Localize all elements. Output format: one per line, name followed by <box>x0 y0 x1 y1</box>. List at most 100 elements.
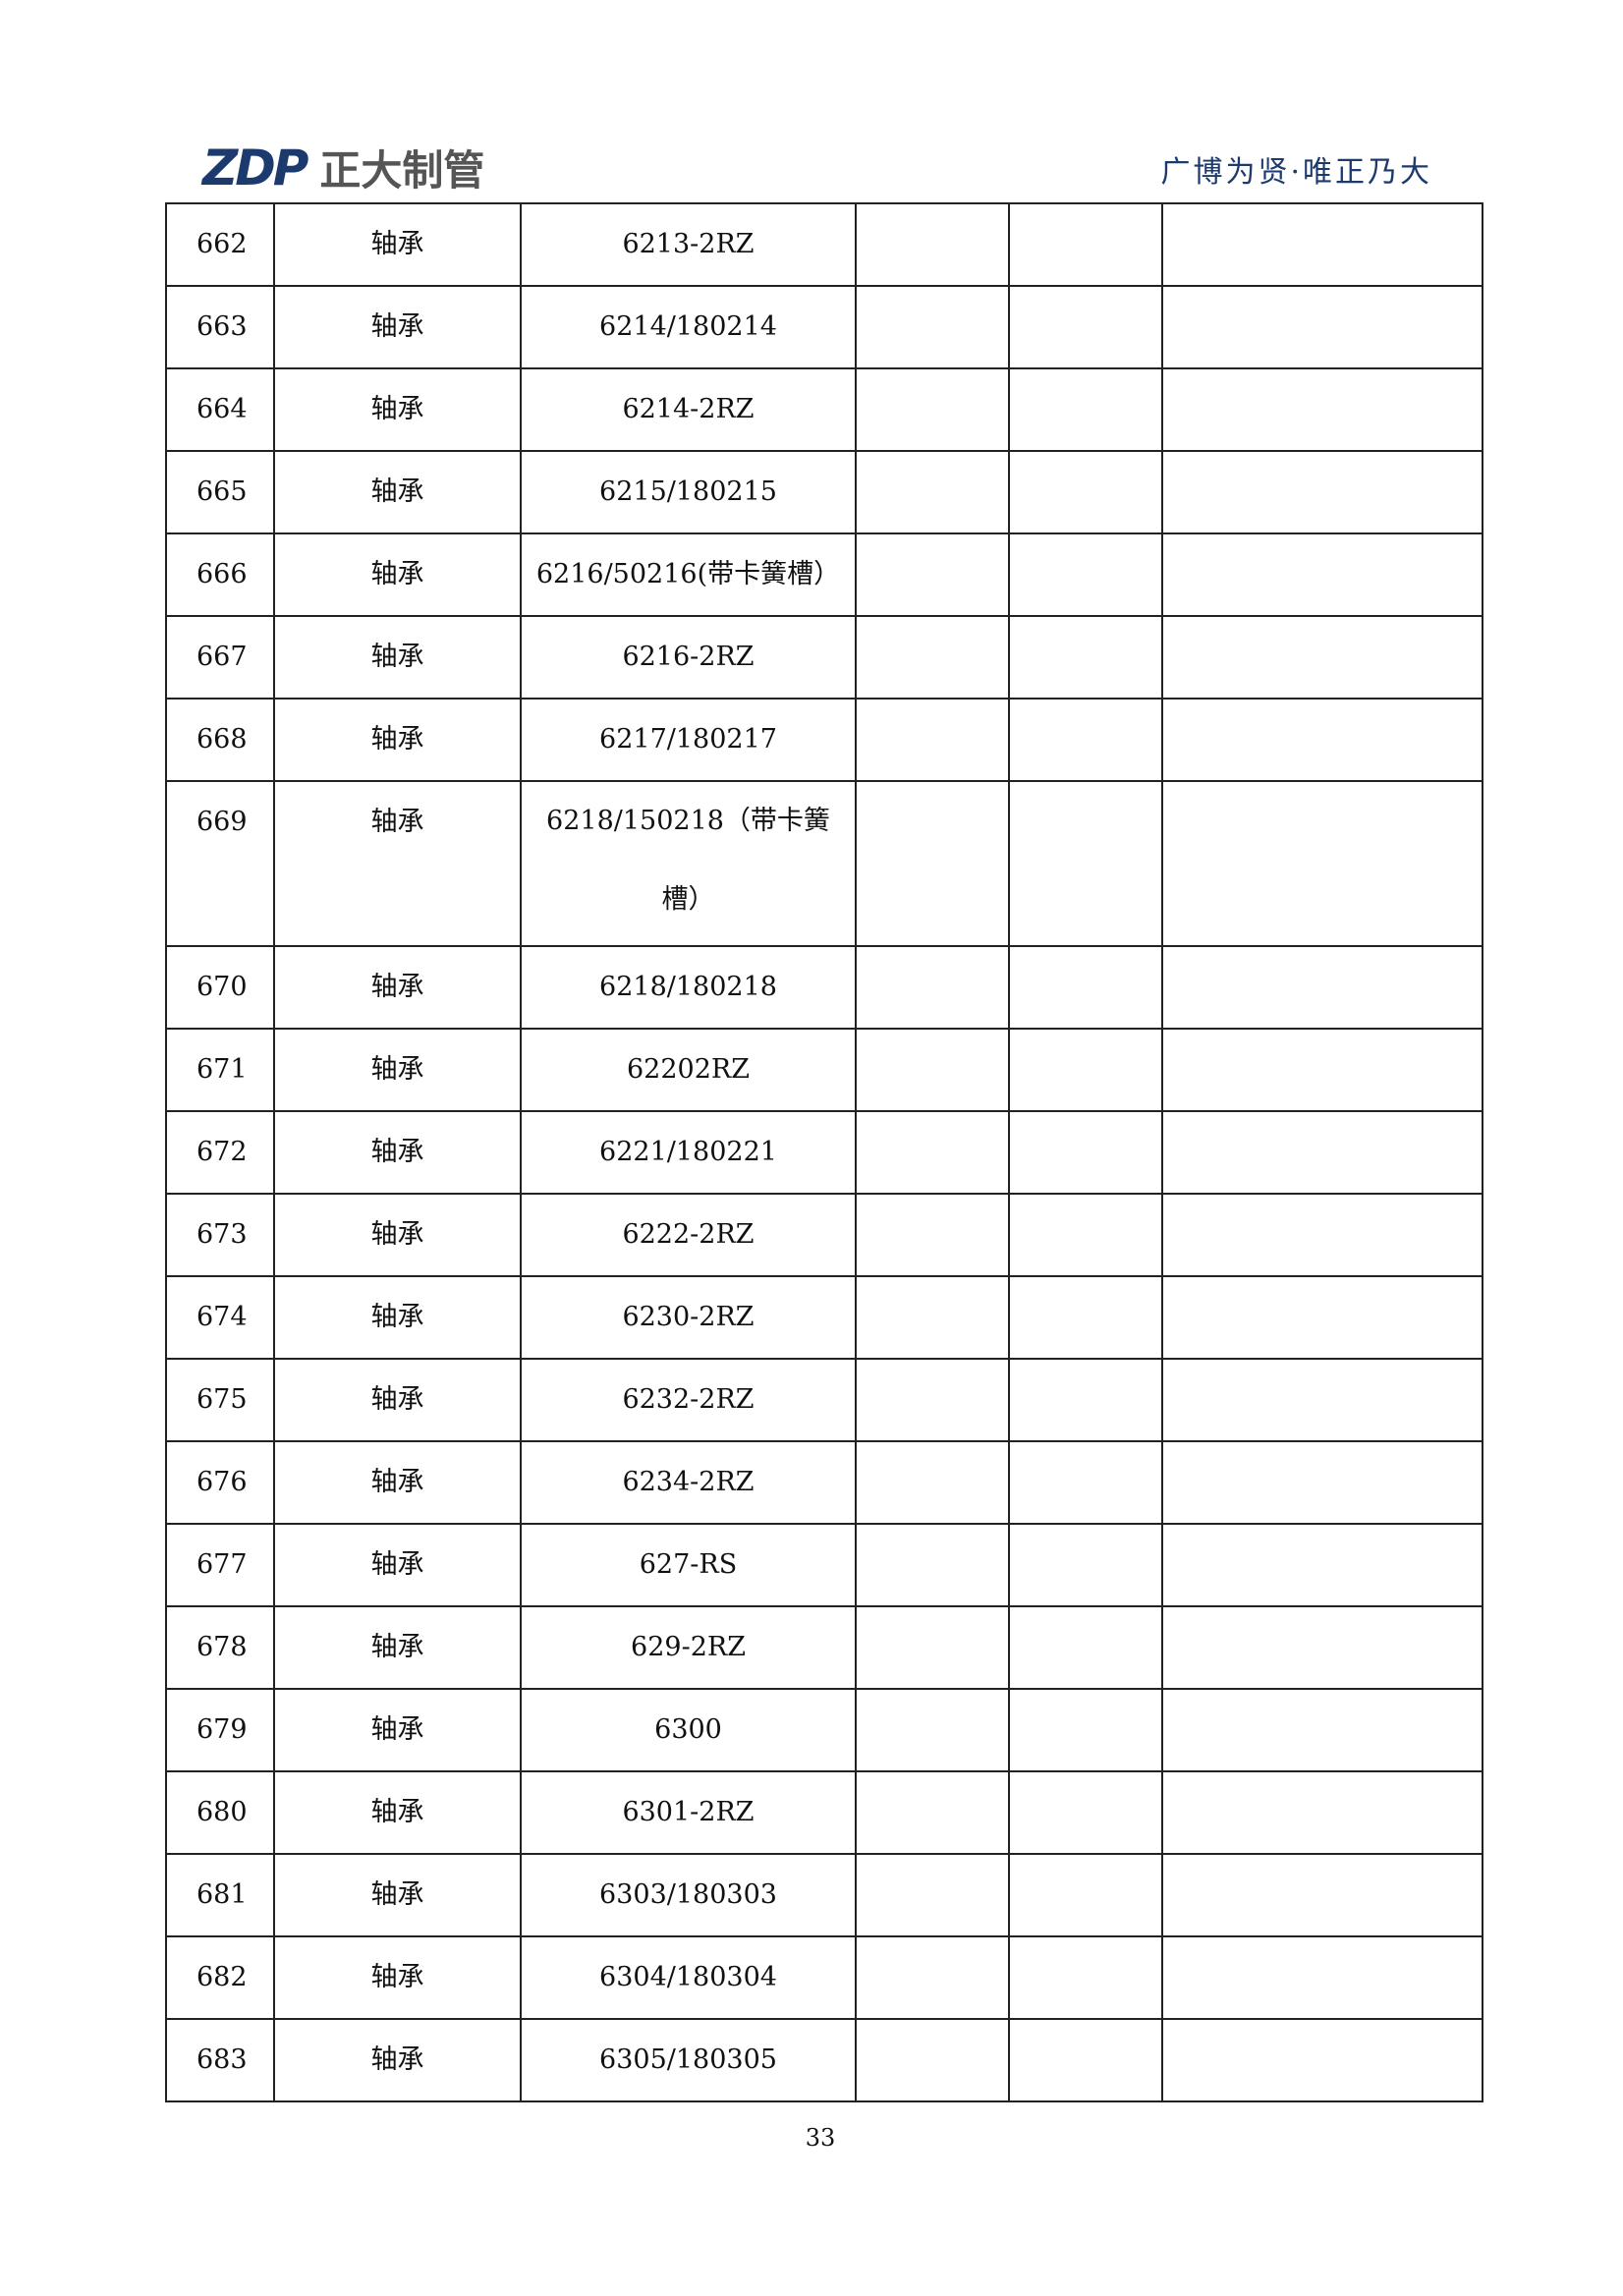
item-spec: 62202RZ <box>520 1028 857 1112</box>
item-spec: 6218/180218 <box>520 945 857 1030</box>
table-row: 682 轴承 6304/180304 <box>165 1935 1483 2020</box>
row-number: 670 <box>165 945 275 1030</box>
empty-cell <box>1161 698 1483 782</box>
item-name: 轴承 <box>273 1935 522 2020</box>
row-number: 679 <box>165 1688 275 1772</box>
empty-cell <box>855 1440 1010 1525</box>
item-spec: 629-2RZ <box>520 1605 857 1690</box>
row-number: 663 <box>165 285 275 369</box>
empty-cell <box>855 1605 1010 1690</box>
empty-cell <box>855 1275 1010 1360</box>
table-row: 679 轴承 6300 <box>165 1688 1483 1772</box>
item-spec: 6230-2RZ <box>520 1275 857 1360</box>
item-name: 轴承 <box>273 698 522 782</box>
empty-cell <box>855 1853 1010 1937</box>
empty-cell <box>1008 367 1163 452</box>
empty-cell <box>1161 202 1483 287</box>
row-number: 671 <box>165 1028 275 1112</box>
row-number: 680 <box>165 1770 275 1855</box>
empty-cell <box>855 1028 1010 1112</box>
empty-cell <box>1008 698 1163 782</box>
empty-cell <box>855 945 1010 1030</box>
item-spec: 6305/180305 <box>520 2018 857 2102</box>
row-number: 678 <box>165 1605 275 1690</box>
row-number: 681 <box>165 1853 275 1937</box>
empty-cell <box>1008 1688 1163 1772</box>
item-name: 轴承 <box>273 1523 522 1607</box>
item-name: 轴承 <box>273 1028 522 1112</box>
row-number: 673 <box>165 1193 275 1277</box>
empty-cell <box>1161 1770 1483 1855</box>
empty-cell <box>1161 1688 1483 1772</box>
empty-cell <box>855 615 1010 700</box>
slogan: 广博为贤·唯正乃大 <box>1160 155 1432 190</box>
empty-cell <box>855 1110 1010 1195</box>
empty-cell <box>1008 1853 1163 1937</box>
item-name: 轴承 <box>273 1358 522 1442</box>
item-spec: 6303/180303 <box>520 1853 857 1937</box>
empty-cell <box>855 285 1010 369</box>
empty-cell <box>1161 285 1483 369</box>
item-spec-text: 6218/150218（带卡簧槽） <box>546 806 830 915</box>
empty-cell <box>855 202 1010 287</box>
empty-cell <box>1161 945 1483 1030</box>
item-name: 轴承 <box>273 367 522 452</box>
empty-cell <box>855 1935 1010 2020</box>
item-spec: 6232-2RZ <box>520 1358 857 1442</box>
empty-cell <box>1161 532 1483 617</box>
row-number: 674 <box>165 1275 275 1360</box>
item-name: 轴承 <box>273 945 522 1030</box>
item-name: 轴承 <box>273 1275 522 1360</box>
item-spec: 6214-2RZ <box>520 367 857 452</box>
empty-cell <box>1008 1440 1163 1525</box>
empty-cell <box>1161 1523 1483 1607</box>
table-row: 675 轴承 6232-2RZ <box>165 1358 1483 1442</box>
empty-cell <box>855 367 1010 452</box>
table-row: 673 轴承 6222-2RZ <box>165 1193 1483 1277</box>
row-number: 682 <box>165 1935 275 2020</box>
table-row: 677 轴承 627-RS <box>165 1523 1483 1607</box>
empty-cell <box>1161 1935 1483 2020</box>
empty-cell <box>1008 1358 1163 1442</box>
row-number: 675 <box>165 1358 275 1442</box>
table-row: 680 轴承 6301-2RZ <box>165 1770 1483 1855</box>
empty-cell <box>1008 1523 1163 1607</box>
item-name: 轴承 <box>273 1853 522 1937</box>
item-name: 轴承 <box>273 1440 522 1525</box>
item-name: 轴承 <box>273 615 522 700</box>
empty-cell <box>1008 1935 1163 2020</box>
empty-cell <box>855 2018 1010 2102</box>
row-number: 669 <box>165 780 275 947</box>
item-name: 轴承 <box>273 450 522 534</box>
empty-cell <box>1008 450 1163 534</box>
empty-cell <box>855 1688 1010 1772</box>
item-spec: 6304/180304 <box>520 1935 857 2020</box>
row-number: 665 <box>165 450 275 534</box>
table-row: 662 轴承 6213-2RZ <box>165 202 1483 287</box>
empty-cell <box>1008 780 1163 947</box>
empty-cell <box>1008 202 1163 287</box>
table-row: 664 轴承 6214-2RZ <box>165 367 1483 452</box>
logo-mark: ZDP <box>202 139 308 196</box>
table-row: 668 轴承 6217/180217 <box>165 698 1483 782</box>
empty-cell <box>1008 615 1163 700</box>
table-row: 678 轴承 629-2RZ <box>165 1605 1483 1690</box>
item-spec: 6221/180221 <box>520 1110 857 1195</box>
empty-cell <box>1161 450 1483 534</box>
empty-cell <box>1008 2018 1163 2102</box>
table-row: 670 轴承 6218/180218 <box>165 945 1483 1030</box>
row-number: 668 <box>165 698 275 782</box>
table-row: 666 轴承 6216/50216(带卡簧槽） <box>165 532 1483 617</box>
row-number: 676 <box>165 1440 275 1525</box>
empty-cell <box>1161 367 1483 452</box>
row-number: 677 <box>165 1523 275 1607</box>
empty-cell <box>855 1193 1010 1277</box>
item-name: 轴承 <box>273 1770 522 1855</box>
row-number: 664 <box>165 367 275 452</box>
row-number: 672 <box>165 1110 275 1195</box>
empty-cell <box>1161 2018 1483 2102</box>
item-spec: 6234-2RZ <box>520 1440 857 1525</box>
empty-cell <box>1161 1110 1483 1195</box>
table-row: 681 轴承 6303/180303 <box>165 1853 1483 1937</box>
parts-table: 662 轴承 6213-2RZ 663 轴承 6214/180214 664 轴承 6214-2… <box>165 202 1483 2102</box>
